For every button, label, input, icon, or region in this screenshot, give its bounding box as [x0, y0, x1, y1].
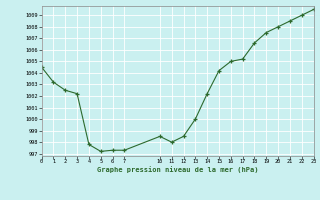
X-axis label: Graphe pression niveau de la mer (hPa): Graphe pression niveau de la mer (hPa)	[97, 167, 258, 173]
